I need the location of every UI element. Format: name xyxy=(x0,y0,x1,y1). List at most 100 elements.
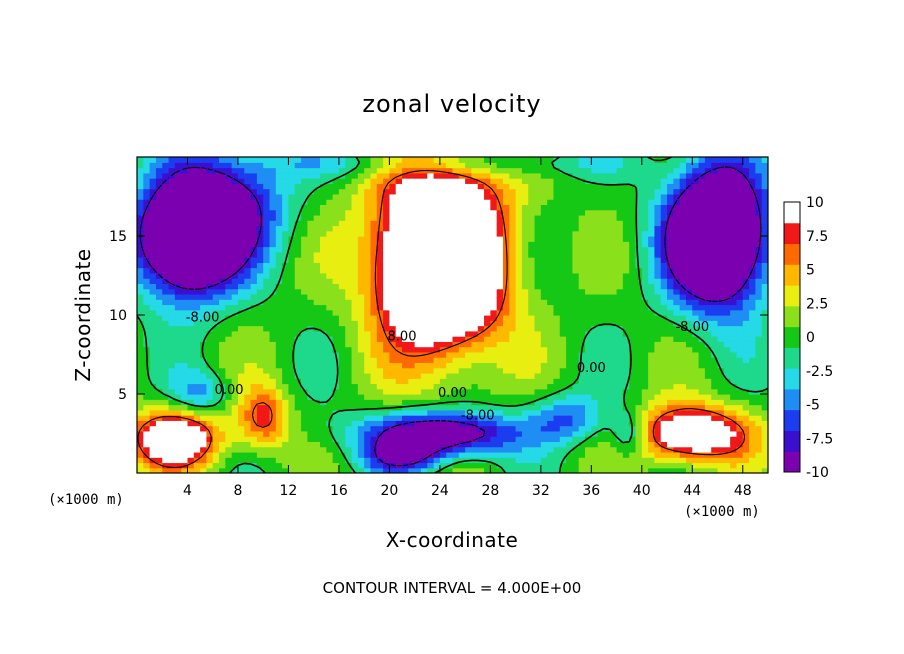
heatmap-cell xyxy=(692,309,700,316)
heatmap-cell xyxy=(307,262,315,269)
heatmap-cell xyxy=(168,441,176,448)
heatmap-cell xyxy=(237,299,245,306)
heatmap-cell xyxy=(212,241,220,248)
heatmap-cell xyxy=(370,394,378,400)
heatmap-cell xyxy=(168,367,176,374)
heatmap-cell xyxy=(231,362,239,369)
heatmap-cell xyxy=(446,230,454,237)
heatmap-cell xyxy=(168,357,176,363)
heatmap-cell xyxy=(477,293,485,300)
heatmap-cell xyxy=(553,304,561,311)
heatmap-cell xyxy=(673,383,681,390)
heatmap-cell xyxy=(673,262,681,269)
heatmap-cell xyxy=(168,325,176,332)
heatmap-cell xyxy=(326,246,334,253)
heatmap-cell xyxy=(420,372,428,379)
heatmap-cell xyxy=(143,367,151,374)
heatmap-cell xyxy=(610,336,618,342)
heatmap-cell xyxy=(149,236,157,242)
heatmap-cell xyxy=(433,278,441,284)
heatmap-cell xyxy=(275,399,283,406)
heatmap-cell xyxy=(553,441,561,448)
heatmap-cell xyxy=(553,225,561,232)
heatmap-cell xyxy=(509,367,517,374)
heatmap-cell xyxy=(370,436,378,442)
heatmap-cell xyxy=(269,404,277,411)
heatmap-cell xyxy=(521,462,529,469)
heatmap-cell xyxy=(616,451,624,458)
heatmap-cell xyxy=(307,220,315,227)
heatmap-cell xyxy=(559,230,567,237)
heatmap-cell xyxy=(528,346,536,353)
heatmap-cell xyxy=(736,325,744,332)
heatmap-cell xyxy=(420,451,428,458)
heatmap-cell xyxy=(212,304,220,311)
heatmap-cell xyxy=(673,225,681,232)
heatmap-cell xyxy=(591,415,599,421)
heatmap-cell xyxy=(420,293,428,300)
heatmap-cell xyxy=(515,251,523,258)
heatmap-cell xyxy=(597,283,605,290)
heatmap-cell xyxy=(559,272,567,279)
heatmap-cell xyxy=(673,257,681,263)
heatmap-cell xyxy=(137,441,144,448)
heatmap-cell xyxy=(181,362,189,369)
heatmap-cell xyxy=(174,457,182,464)
heatmap-cell xyxy=(446,441,454,448)
heatmap-cell xyxy=(547,346,555,353)
heatmap-cell xyxy=(648,214,656,221)
heatmap-cell xyxy=(187,288,195,295)
heatmap-cell xyxy=(420,304,428,311)
heatmap-cell xyxy=(585,251,592,258)
heatmap-cell xyxy=(540,383,548,390)
heatmap-cell xyxy=(685,430,693,437)
heatmap-cell xyxy=(212,430,220,437)
heatmap-cell xyxy=(439,467,447,473)
heatmap-cell xyxy=(307,415,315,421)
heatmap-cell xyxy=(332,425,340,432)
heatmap-cell xyxy=(667,425,674,432)
heatmap-cell xyxy=(566,367,573,374)
heatmap-cell xyxy=(301,336,308,342)
heatmap-cell xyxy=(364,451,372,458)
heatmap-cell xyxy=(698,236,706,242)
heatmap-cell xyxy=(219,425,226,432)
heatmap-cell xyxy=(484,372,491,379)
heatmap-cell xyxy=(200,357,208,363)
heatmap-cell xyxy=(685,357,693,363)
heatmap-cell xyxy=(269,272,277,279)
heatmap-cell xyxy=(376,246,384,253)
heatmap-cell xyxy=(193,251,201,258)
heatmap-cell xyxy=(219,420,226,427)
heatmap-cell xyxy=(622,446,630,453)
heatmap-cell xyxy=(427,367,435,374)
heatmap-cell xyxy=(477,236,485,242)
heatmap-cell xyxy=(137,462,144,469)
heatmap-cell xyxy=(326,446,334,453)
heatmap-cell xyxy=(534,320,542,327)
heatmap-cell xyxy=(345,236,353,242)
heatmap-cell xyxy=(660,251,668,258)
heatmap-cell xyxy=(509,409,517,416)
heatmap-cell xyxy=(307,293,315,300)
heatmap-cell xyxy=(206,367,214,374)
heatmap-cell xyxy=(654,446,662,453)
heatmap-cell xyxy=(301,425,308,432)
heatmap-cell xyxy=(610,367,618,374)
heatmap-cell xyxy=(402,283,409,290)
heatmap-cell xyxy=(534,467,542,473)
heatmap-cell xyxy=(294,320,302,327)
heatmap-cell xyxy=(219,320,226,327)
heatmap-cell xyxy=(212,399,220,406)
heatmap-cell xyxy=(521,441,529,448)
heatmap-cell xyxy=(585,388,592,395)
heatmap-cell xyxy=(471,272,479,279)
heatmap-cell xyxy=(578,251,586,258)
heatmap-cell xyxy=(755,293,763,300)
heatmap-cell xyxy=(193,214,201,221)
heatmap-cell xyxy=(439,262,447,269)
heatmap-cell xyxy=(648,320,656,327)
heatmap-cell xyxy=(294,209,302,216)
heatmap-cell xyxy=(679,288,687,295)
heatmap-cell xyxy=(395,367,403,374)
